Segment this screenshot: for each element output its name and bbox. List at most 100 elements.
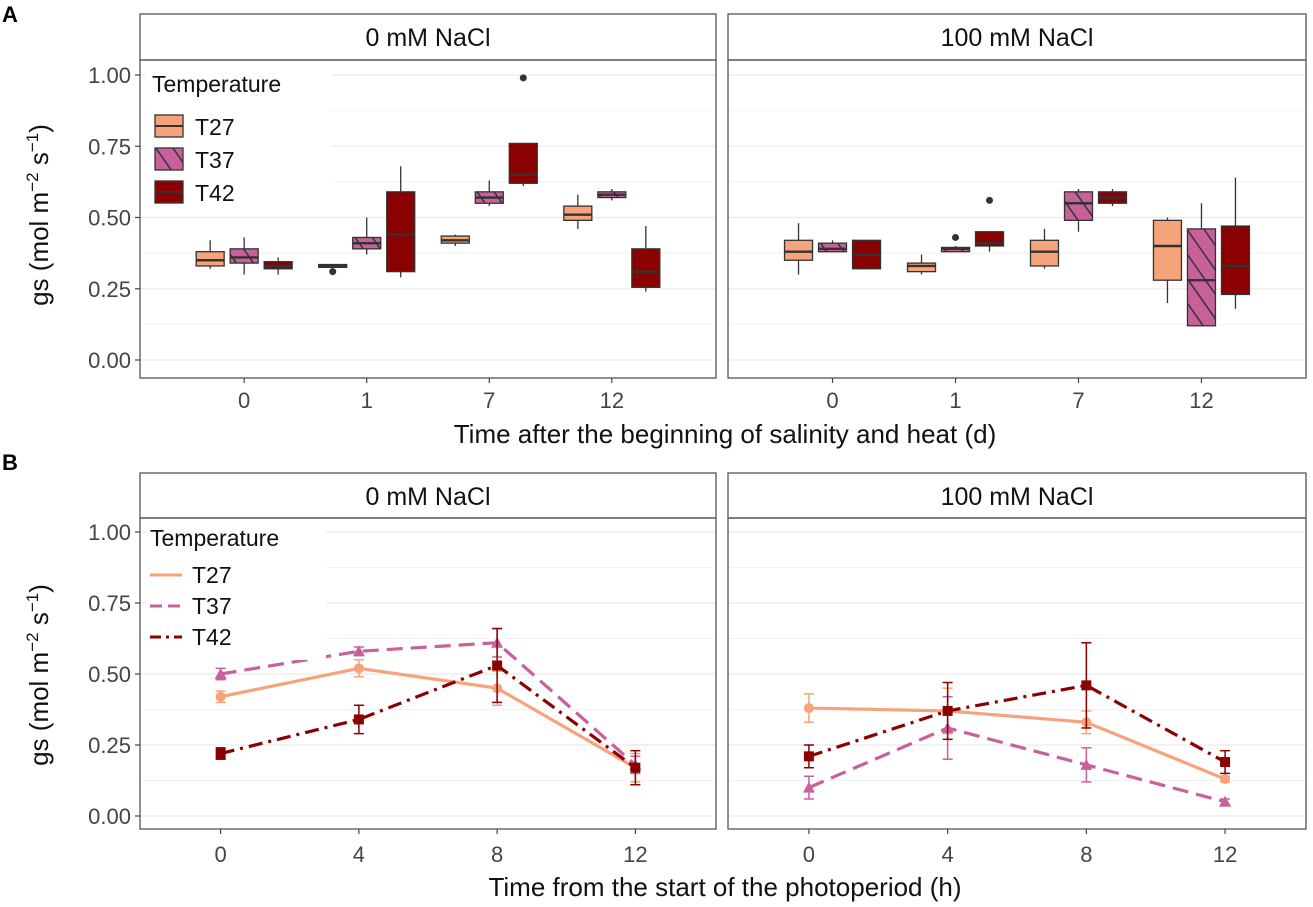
chart-b-0mm-series-t42-point: [630, 762, 641, 773]
legend-a-label-t37: T37: [195, 147, 235, 173]
x-axis-title-b: Time from the start of the photoperiod (…: [488, 872, 961, 902]
chart-b-100mm-series-t27-line: [808, 706, 1226, 781]
y-axis-title-a: gs (mol m−2 s−1): [23, 124, 54, 306]
chart-b-100mm-x-tick-label: 8: [1080, 842, 1092, 867]
chart-b-100mm-series-t37-line: [808, 726, 1226, 804]
chart-b-100mm-series-t37-point: [802, 781, 815, 793]
chart-a-100mm-x-tick-label: 1: [949, 388, 961, 413]
chart-a-0mm-box-t37-day-0-hatch: [230, 248, 259, 264]
chart-a-0mm-box-t27-day-12-body: [563, 205, 593, 222]
chart-a-0mm-frame: [139, 59, 717, 379]
chart-a-100mm-box-t37-day-12: [1186, 203, 1217, 327]
chart-b-0mm-series-t42-point: [492, 660, 503, 671]
facet-a-100mm: 100 mM NaCl 0 1 7 12: [727, 13, 1307, 413]
chart-a-100mm-x-tick-label: 7: [1072, 388, 1084, 413]
legend-b-title: Temperature: [150, 525, 279, 551]
chart-b-0mm-series-t37-line: [220, 641, 637, 767]
legend-a-item-t27: T27: [154, 114, 235, 140]
chart-a-100mm-strip: [727, 13, 1307, 61]
chart-a-0mm-box-t37-day-0: [229, 237, 259, 275]
chart-a-100mm-box-t27-day-12-body: [1152, 219, 1183, 281]
chart-b-0mm-y-tick-label: 0.75: [88, 591, 131, 616]
chart-a-100mm-box-t37-day-12-hatch: [1187, 228, 1216, 326]
chart-a-0mm-x-tick-label: 0: [238, 388, 250, 413]
chart-b-0mm-series-t27-line: [220, 666, 637, 770]
facet-b-100mm: 100 mM NaCl 0 4 8 12: [727, 472, 1307, 867]
chart-a-100mm-box-t37-day-7-hatch: [1064, 191, 1093, 221]
chart-a-100mm-box-t42-day-0: [851, 239, 882, 270]
chart-b-0mm-x-tick-label: 0: [215, 842, 227, 867]
chart-a-0mm-y-tick-label: 0.00: [88, 348, 131, 373]
chart-b-100mm-strip: [727, 472, 1307, 519]
chart-a-100mm-box-t42-day-12: [1220, 177, 1251, 309]
legend-a-key-hatch-t37: [155, 148, 183, 170]
chart-a-100mm-box-t37-day-0: [817, 240, 848, 253]
chart-b-0mm-x-tick-label: 4: [353, 842, 365, 867]
chart-a-0mm-box-t37-day-1: [352, 217, 382, 255]
chart-b-100mm-strip-title: 100 mM NaCl: [941, 483, 1094, 511]
chart-a-0mm-box-t42-day-12-body: [631, 248, 661, 288]
chart-a-100mm-x-tick-label: 0: [826, 388, 838, 413]
panel-a-label: A: [2, 2, 18, 27]
chart-a-0mm-box-t42-day-1-body: [386, 191, 416, 273]
chart-a-0mm-box-t37-day-7: [474, 180, 504, 207]
chart-a-0mm-box-t27-day-12: [563, 194, 593, 229]
chart-a-0mm-box-t27-day-0: [195, 240, 225, 269]
chart-b-100mm-frame: [727, 517, 1307, 830]
chart-a-0mm-x-tick-label: 1: [361, 388, 373, 413]
chart-b-100mm-series-t37: [802, 695, 1232, 807]
chart-a-0mm-y-tick-label: 1.00: [88, 63, 131, 88]
chart-b-0mm-y-tick-label: 0.50: [88, 662, 131, 687]
chart-a-0mm-x-tick-label: 7: [483, 388, 495, 413]
chart-a-0mm-box-t27-day-1: [318, 263, 348, 276]
chart-b-100mm-series-t37-point: [1219, 795, 1232, 807]
chart-a-0mm-box-t42-day-12: [631, 226, 661, 292]
chart-b-0mm-series-t27-point: [215, 691, 226, 702]
legend-b-label-t37: T37: [192, 593, 232, 619]
legend-a-item-t42: T42: [154, 180, 235, 206]
chart-b-0mm-y-tick-label: 0.00: [88, 804, 131, 829]
legend-b-item-t42: T42: [150, 624, 232, 650]
legend-a: Temperature T27 T37 T42: [146, 66, 332, 216]
chart-a-0mm-box-t27-day-1-outlier: [329, 268, 337, 276]
chart-a-0mm-y-tick-label: 0.75: [88, 134, 131, 159]
chart-a-0mm-box-t42-day-0: [263, 257, 293, 275]
chart-a-100mm-box-t27-day-7: [1029, 228, 1060, 269]
chart-b-0mm-series-t27-point: [353, 663, 364, 674]
facet-a-0mm: 0 mM NaCl 0.00 0.25 0.50 0.75 1.00 0 1 7 12: [88, 13, 717, 413]
legend-a-label-t42: T42: [195, 180, 235, 206]
legend-b-label-t42: T42: [192, 624, 232, 650]
chart-b-100mm-series-t42-point: [803, 751, 814, 762]
chart-a-100mm-box-t27-day-12: [1152, 217, 1183, 303]
facet-b-0mm: 0 mM NaCl 0.00 0.25 0.50 0.75 1.00 0 4 8 12: [88, 472, 717, 867]
chart-b-0mm-strip-title: 0 mM NaCl: [365, 483, 490, 511]
chart-a-100mm-box-t37-day-1: [940, 233, 971, 253]
chart-a-100mm-strip-title: 100 mM NaCl: [941, 24, 1094, 52]
chart-a-0mm-box-t27-day-7: [440, 234, 470, 246]
chart-a-0mm-y-tick-label: 0.25: [88, 277, 131, 302]
chart-b-0mm-x-tick-label: 8: [491, 842, 503, 867]
chart-a-0mm-box-t37-day-12: [597, 189, 627, 201]
chart-a-0mm-box-t42-day-7-body: [508, 142, 538, 184]
chart-b-100mm-series-t27-point: [803, 703, 814, 714]
chart-a-100mm-box-t27-day-7-body: [1029, 239, 1060, 267]
chart-b-0mm-y-tick-label: 0.25: [88, 733, 131, 758]
chart-b-100mm-x-tick-label: 4: [942, 842, 954, 867]
chart-a-100mm-box-t37-day-1-outlier: [952, 233, 960, 241]
chart-b-100mm-series-t42-point: [1081, 680, 1092, 691]
chart-a-0mm-box-t42-day-7-outlier: [519, 74, 527, 82]
chart-b-0mm-series-t42-point: [353, 714, 364, 725]
chart-a-0mm-strip: [139, 13, 717, 61]
chart-b-0mm-series-t42-point: [215, 748, 226, 759]
chart-a-100mm-x-tick-label: 12: [1189, 388, 1213, 413]
chart-b-100mm-series-t42: [803, 642, 1231, 775]
chart-a-100mm-box-t37-day-0-hatch: [818, 243, 847, 252]
chart-b-100mm-x-tick-label: 12: [1213, 842, 1237, 867]
chart-a-100mm-box-t42-day-1-outlier: [986, 196, 994, 204]
chart-a-0mm-x-tick-label: 12: [600, 388, 624, 413]
chart-a-100mm-box-t27-day-1: [906, 254, 937, 275]
chart-a-100mm-box-t42-day-1: [974, 196, 1005, 252]
chart-b-0mm-series-t42-line: [220, 663, 637, 770]
chart-a-100mm-box-t42-day-7: [1097, 189, 1128, 207]
